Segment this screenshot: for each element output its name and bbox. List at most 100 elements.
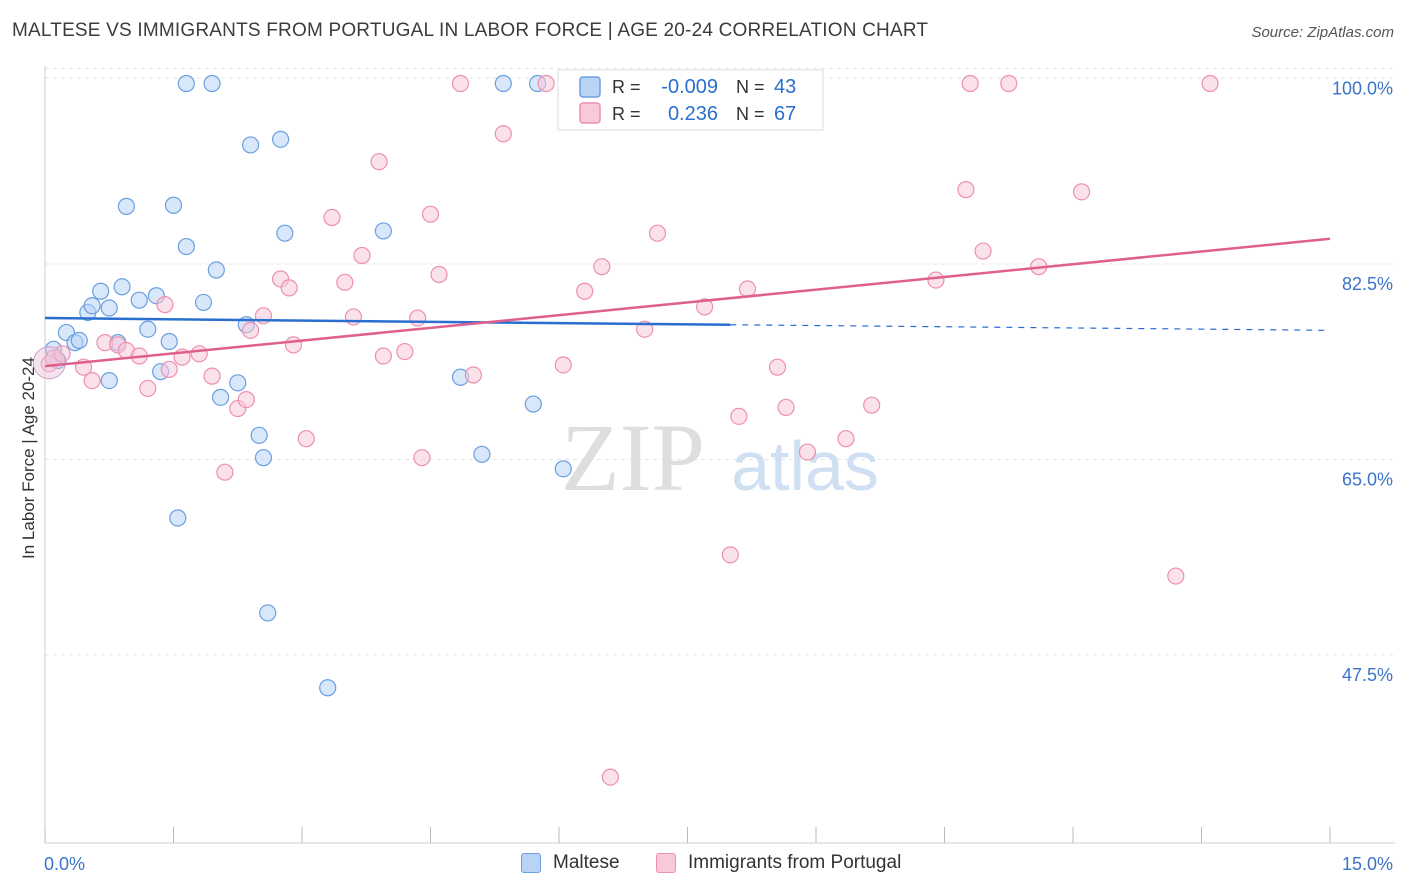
maltese-point-6 [83,297,101,315]
maltese-point-23 [203,74,221,93]
maltese-point-32 [271,130,290,148]
cluster-point [32,346,66,380]
legend-label-portugal: Immigrants from Portugal [688,852,902,873]
maltese-point-34 [319,679,337,697]
portugal-point-35 [451,74,470,93]
legend-stats: R = -0.009 N = 43 R = 0.236 N = 67 [557,69,824,131]
legend-swatch-maltese [521,853,541,873]
portugal-point-24 [323,208,341,227]
maltese-point-7 [92,282,110,300]
portugal-point-50 [777,398,795,417]
portugal-point-54 [927,271,945,289]
portugal-point-56 [961,74,979,93]
portugal-point-53 [863,396,881,414]
legend-series: Maltese Immigrants from Portugal [0,852,1406,878]
portugal-point-31 [409,309,427,327]
watermark-zip: ZIP [561,404,705,511]
maltese-point-20 [177,237,195,256]
maltese-point-24 [207,261,225,279]
maltese-point-38 [494,74,512,93]
legend-stats-box [557,69,824,131]
legend-item-portugal[interactable]: Immigrants from Portugal [656,852,901,874]
legend-maltese-n: 43 [774,76,796,98]
legend-maltese-r: -0.009 [661,76,718,98]
portugal-point-17 [237,390,255,409]
portugal-point-43 [636,320,654,338]
portugal-point-22 [284,336,303,354]
portugal-point-38 [537,74,555,93]
portugal-point-57 [974,242,992,260]
legend-n-label-1: N = [736,77,765,97]
portugal-point-52 [837,430,855,448]
maltese-point-12 [117,197,135,215]
maltese-point-30 [254,449,273,467]
portugal-trend-line [44,237,1331,368]
maltese-trend-line [44,316,731,327]
legend-swatch-portugal [656,853,676,873]
maltese-point-25 [212,388,230,406]
maltese-point-22 [194,293,213,312]
portugal-point-62 [1201,74,1219,93]
portugal-point-33 [421,205,440,223]
portugal-point-9 [139,379,157,398]
maltese-point-19 [169,509,187,527]
portugal-point-15 [216,463,234,481]
portugal-point-44 [648,224,667,242]
portugal-point-51 [798,443,817,461]
legend-n-label-2: N = [736,104,765,124]
maltese-point-39 [524,395,542,413]
portugal-point-4 [83,372,101,390]
portugal-point-61 [1167,567,1185,585]
maltese-point-37 [473,445,491,463]
portugal-point-41 [593,258,611,276]
legend-maltese-swatch [579,76,601,98]
maltese-point-35 [374,222,392,240]
legend-item-maltese[interactable]: Maltese [521,852,620,874]
scatter-points [32,74,1219,786]
maltese-point-11 [113,278,131,296]
portugal-point-40 [576,282,594,300]
maltese-point-33 [276,224,294,242]
portugal-point-37 [494,125,512,143]
legend-r-label-1: R = [612,77,641,97]
x-tick-label-right: 15.0% [1342,854,1393,874]
x-tick-label-left: 0.0% [44,854,85,874]
maltese-point-18 [164,196,183,214]
watermark-atlas: atlas [731,427,879,505]
maltese-trend-extension [730,324,1331,331]
maltese-point-8 [100,299,118,317]
axes [44,66,1395,844]
y-tick-label-3: 47.5% [1342,665,1393,685]
legend-label-maltese: Maltese [553,852,620,873]
source-label: Source: ZipAtlas.com [1251,24,1394,41]
portugal-point-49 [768,358,787,376]
portugal-point-18 [242,321,260,339]
maltese-point-9 [100,372,118,390]
portugal-point-42 [601,768,620,786]
maltese-point-17 [160,332,178,351]
watermark: ZIP atlas [561,404,879,511]
portugal-point-30 [396,342,414,361]
y-tick-labels: 100.0% 82.5% 65.0% 47.5% [1332,79,1393,685]
portugal-point-46 [721,546,739,564]
portugal-point-26 [344,308,362,326]
portugal-point-29 [374,347,392,365]
portugal-point-60 [1072,183,1091,201]
portugal-point-32 [413,449,431,467]
portugal-point-28 [370,153,388,171]
legend-portugal-n: 67 [774,103,796,125]
maltese-point-14 [139,320,157,338]
y-axis-label: In Labor Force | Age 20-24 [19,357,38,559]
grid-lines [45,68,1395,656]
maltese-point-31 [259,604,277,622]
y-tick-label-1: 82.5% [1342,274,1393,294]
portugal-point-23 [297,430,315,448]
y-tick-label-0: 100.0% [1332,79,1393,99]
portugal-point-55 [957,181,975,199]
portugal-point-45 [696,298,714,316]
portugal-point-11 [160,360,178,379]
maltese-point-4 [70,331,88,349]
maltese-point-26 [229,374,247,392]
maltese-point-29 [250,426,268,444]
